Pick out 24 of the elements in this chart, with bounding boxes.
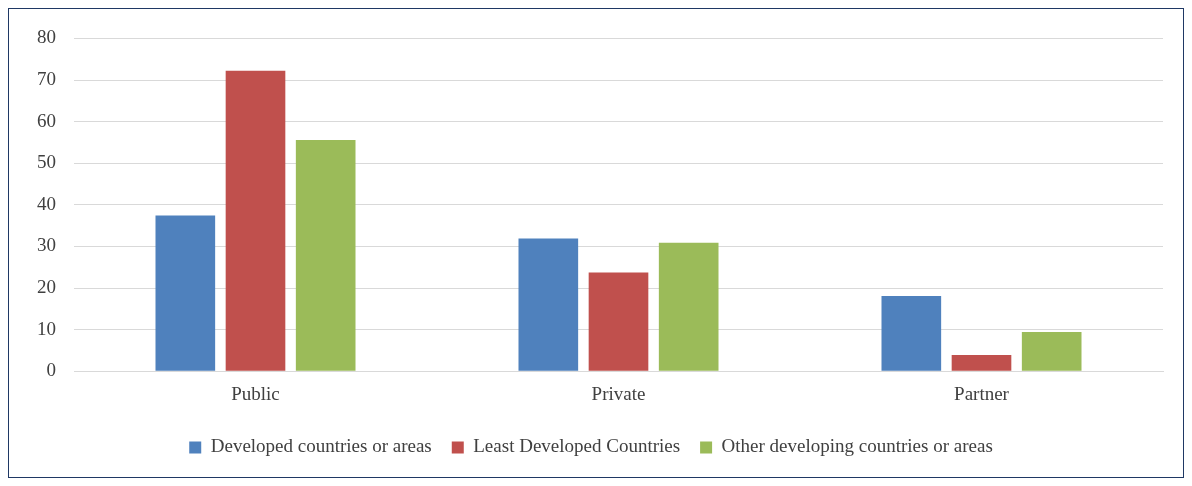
x-tick-label: Private bbox=[591, 382, 646, 404]
y-tick-label: 40 bbox=[37, 192, 56, 214]
bar bbox=[588, 272, 649, 371]
y-tick-label: 0 bbox=[46, 359, 56, 381]
y-tick-label: 20 bbox=[37, 275, 56, 297]
x-tick-label: Public bbox=[231, 382, 280, 404]
legend-label: Other developing countries or areas bbox=[721, 435, 993, 457]
bar bbox=[1021, 332, 1082, 371]
bar bbox=[518, 238, 579, 371]
y-tick-label: 80 bbox=[37, 26, 56, 48]
bar bbox=[225, 70, 286, 371]
y-tick-label: 60 bbox=[37, 109, 56, 131]
bar bbox=[951, 354, 1012, 371]
y-tick-label: 30 bbox=[37, 234, 56, 256]
bar bbox=[881, 295, 942, 371]
bar bbox=[295, 139, 356, 371]
y-tick-label: 70 bbox=[37, 67, 56, 89]
legend-label: Least Developed Countries bbox=[473, 435, 681, 457]
y-tick-label: 50 bbox=[37, 151, 56, 173]
y-tick-label: 10 bbox=[37, 317, 56, 339]
legend-label: Developed countries or areas bbox=[210, 435, 432, 457]
x-tick-label: Partner bbox=[954, 382, 1010, 404]
bar bbox=[155, 215, 216, 371]
bar bbox=[658, 242, 719, 371]
